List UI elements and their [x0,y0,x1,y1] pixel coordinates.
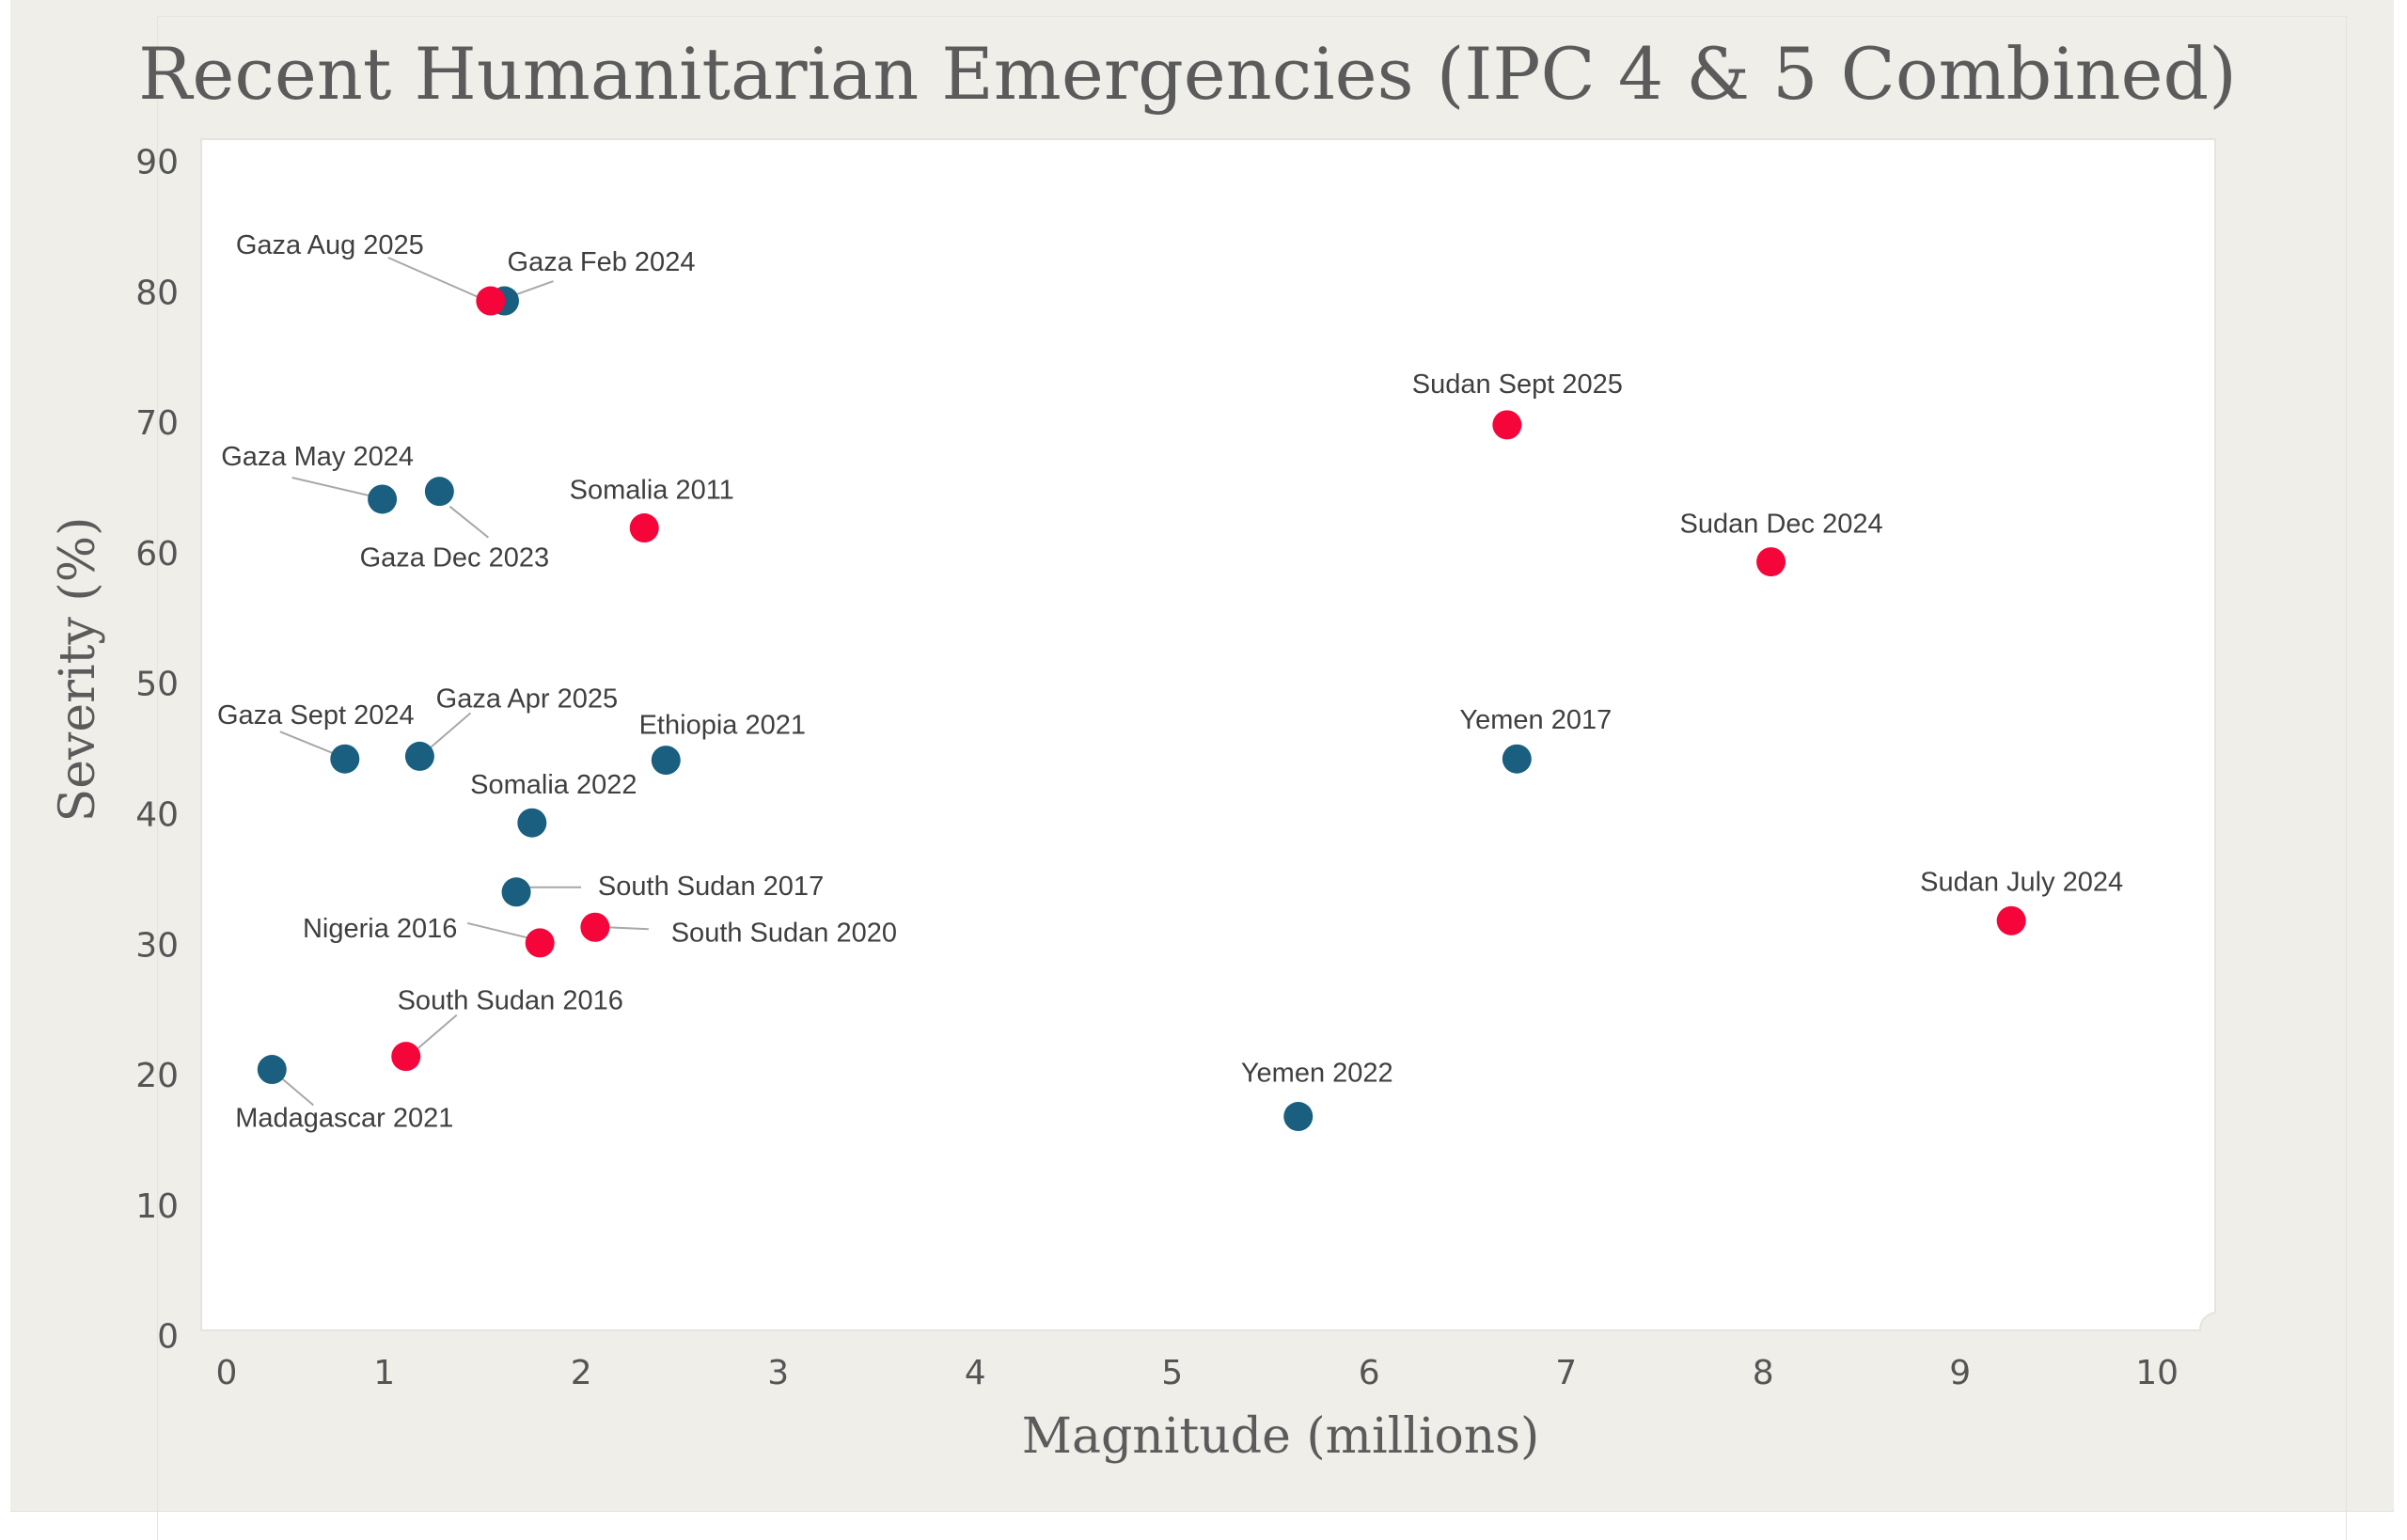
point-label: Sudan Sept 2025 [1412,369,1623,400]
panel-border-top [157,16,2347,17]
point-label: South Sudan 2016 [398,986,623,1016]
leader-lines [279,257,649,1107]
leader-line [279,731,337,756]
leader-line [428,712,472,750]
y-tick-label: 30 [135,926,179,965]
x-tick-label: 7 [1555,1354,1577,1392]
data-point[interactable] [517,808,547,838]
y-tick-label: 0 [157,1318,179,1357]
leader-line [516,280,554,295]
data-point[interactable] [1283,1102,1314,1132]
chart-title: Recent Humanitarian Emergencies (IPC 4 &… [138,32,2237,116]
point-label: Yemen 2022 [1241,1059,1393,1089]
data-point[interactable] [404,741,434,771]
leader-line [448,505,489,539]
x-tick-label: 3 [767,1354,789,1392]
leader-line [291,477,373,497]
data-point[interactable] [368,484,398,514]
x-tick-label: 2 [571,1354,592,1392]
x-tick-label: 5 [1161,1354,1183,1392]
panel-border-left [157,17,158,1540]
leader-line [281,1077,314,1107]
y-tick-label: 80 [135,274,179,312]
data-point[interactable] [501,877,531,907]
y-axis-title: Severity (%) [50,517,106,823]
y-axis-ticks: 0 10 20 30 40 50 60 70 80 90 [135,144,179,1357]
leader-line [387,257,481,299]
data-point[interactable] [1756,547,1786,577]
point-label: Nigeria 2016 [303,914,457,944]
point-label: Gaza Feb 2024 [508,247,696,277]
data-point[interactable] [1996,905,2026,935]
y-tick-label: 10 [135,1187,179,1226]
data-points [257,286,2026,1132]
point-label: Somalia 2022 [470,770,637,800]
y-tick-label: 60 [135,535,179,574]
y-tick-label: 50 [135,666,179,704]
y-tick-label: 40 [135,796,179,835]
y-tick-label: 70 [135,404,179,443]
leader-line [416,1014,458,1051]
data-point[interactable] [476,286,506,316]
data-point[interactable] [391,1042,421,1072]
point-label: Gaza May 2024 [221,442,414,472]
data-point[interactable] [525,928,555,958]
point-label: Madagascar 2021 [235,1104,453,1134]
point-label: South Sudan 2017 [598,872,824,902]
x-tick-label: 6 [1359,1354,1380,1392]
point-label: Somalia 2011 [570,476,734,506]
point-label: Gaza Apr 2025 [436,684,618,714]
point-label: Gaza Dec 2023 [360,543,550,574]
point-label: Ethiopia 2021 [639,711,806,741]
point-label: South Sudan 2020 [671,918,897,948]
leader-line [606,926,649,931]
data-point[interactable] [330,744,360,774]
point-labels: Gaza Feb 2024 Gaza Aug 2025 Sudan Sept 202… [217,230,2123,1134]
data-point[interactable] [580,912,610,942]
data-point[interactable] [1502,744,1532,774]
y-tick-label: 20 [135,1057,179,1095]
data-point[interactable] [257,1055,287,1085]
point-label: Sudan July 2024 [1920,867,2123,897]
leader-line [466,921,530,939]
x-tick-label: 9 [1949,1354,1971,1392]
data-point[interactable] [629,513,659,543]
x-tick-label: 10 [2135,1354,2179,1392]
x-axis-ticks: 0 1 2 3 4 5 6 7 8 9 10 [216,1354,2179,1392]
data-point[interactable] [651,746,681,776]
plot-area [200,138,2216,1331]
point-label: Sudan Dec 2024 [1680,510,1883,540]
point-label: Yemen 2017 [1459,705,1612,735]
x-tick-label: 8 [1753,1354,1774,1392]
x-tick-label: 0 [216,1354,238,1392]
x-tick-label: 1 [373,1354,395,1392]
data-point[interactable] [424,477,454,507]
y-tick-label: 90 [135,144,179,182]
data-point[interactable] [1492,410,1522,440]
point-label: Gaza Sept 2024 [217,700,415,731]
panel-border-right [2346,17,2347,1540]
x-tick-label: 4 [965,1354,986,1392]
point-label: Gaza Aug 2025 [236,230,424,260]
x-axis-title: Magnitude (millions) [1022,1408,1540,1465]
